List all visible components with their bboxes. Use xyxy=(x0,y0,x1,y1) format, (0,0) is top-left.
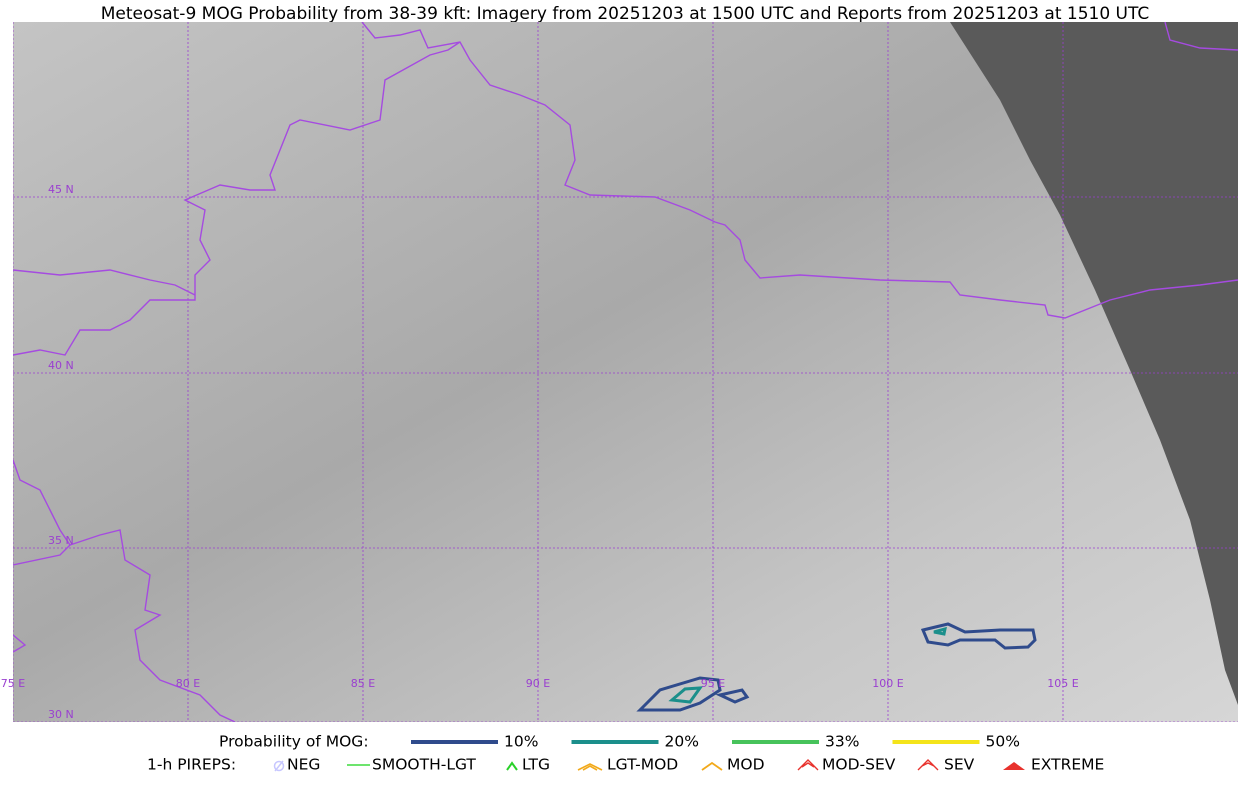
lon-label: 90 E xyxy=(526,677,550,690)
icon-neg xyxy=(273,760,285,772)
map xyxy=(13,22,1238,722)
country-border xyxy=(13,459,71,566)
country-border xyxy=(1164,22,1238,51)
grid-labels: 45 N 40 N 35 N 30 N 75 E 80 E 85 E 90 E 95 E 100 … xyxy=(1,183,1079,721)
lat-label: 40 N xyxy=(48,359,74,372)
pirep-label: MOD-SEV xyxy=(822,756,896,774)
contour-20 xyxy=(668,686,704,704)
lon-label: 105 E xyxy=(1047,677,1078,690)
country-border xyxy=(13,634,27,653)
icon-mod xyxy=(701,761,723,771)
lat-label: 45 N xyxy=(48,183,74,196)
pirep-icons xyxy=(273,759,1025,772)
icon-ltg xyxy=(506,761,518,771)
pirep-label: SEV xyxy=(944,756,975,774)
legend-label: 10% xyxy=(504,733,538,751)
pirep-label: LGT-MOD xyxy=(607,756,678,774)
contour-10 xyxy=(636,676,722,712)
pirep-label: NEG xyxy=(287,756,320,774)
icon-lgt-mod xyxy=(577,763,603,771)
contour-10 xyxy=(715,688,750,704)
pirep-label: EXTREME xyxy=(1031,756,1104,774)
lat-label: 35 N xyxy=(48,534,74,547)
legend-title: Probability of MOG: xyxy=(219,733,369,751)
country-border xyxy=(13,41,461,356)
lon-label: 95 E xyxy=(701,677,725,690)
icon-extreme xyxy=(1003,762,1025,770)
legend-label: 50% xyxy=(986,733,1020,751)
title: Meteosat-9 MOG Probability from 38-39 kf… xyxy=(101,4,1150,24)
country-border xyxy=(361,22,1238,319)
lon-label: 100 E xyxy=(872,677,903,690)
no-data-region xyxy=(950,22,1238,705)
contour-20 xyxy=(933,626,947,636)
icon-mod-sev xyxy=(797,759,819,771)
graticule xyxy=(13,22,1238,722)
legend-label: 33% xyxy=(825,733,859,751)
pirep-label: SMOOTH-LGT xyxy=(372,756,476,774)
icon-neg xyxy=(274,760,284,772)
lat-label: 30 N xyxy=(48,708,74,721)
lon-label: 85 E xyxy=(351,677,375,690)
pirep-label: LTG xyxy=(522,756,550,774)
pireps-title: 1-h PIREPS: xyxy=(147,756,236,774)
pirep-label: MOD xyxy=(727,756,765,774)
legend-label: 20% xyxy=(665,733,699,751)
country-border xyxy=(69,529,236,722)
pireps-legend: NEG SMOOTH-LGT LTG LGT-MOD MOD MOD-SEV SEV EXTR… xyxy=(287,756,1104,774)
lon-label: 75 E xyxy=(1,677,25,690)
contour-10 xyxy=(920,622,1037,650)
legend: 10% 20% 33% 50% xyxy=(411,733,1020,751)
icon-sev xyxy=(917,759,939,771)
country-border xyxy=(13,269,196,296)
lon-label: 80 E xyxy=(176,677,200,690)
